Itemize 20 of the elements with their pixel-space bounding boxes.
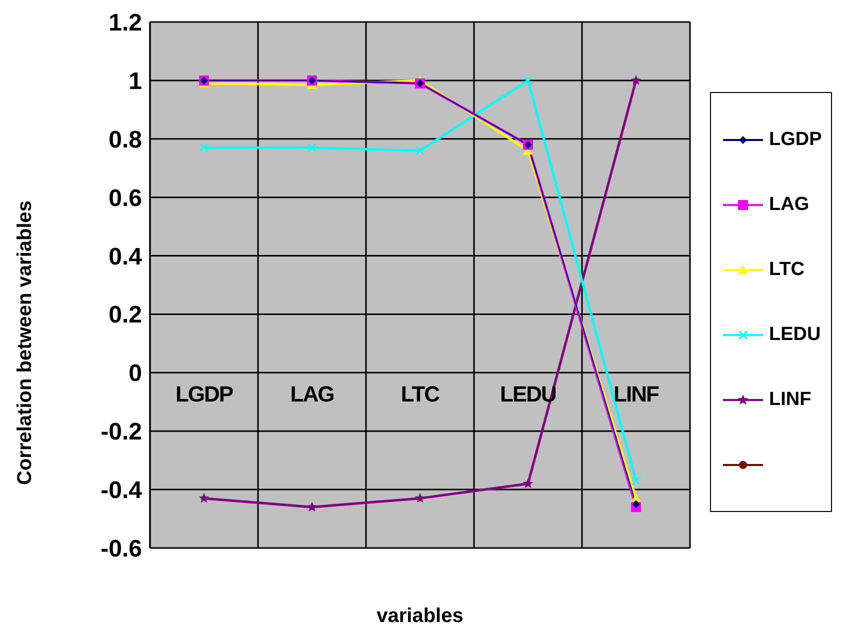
y-axis-title: Correlation between variables [14, 200, 36, 485]
legend-label: LGDP [769, 128, 823, 150]
x-tick-label: LTC [400, 382, 440, 407]
y-tick-label: 1 [128, 68, 142, 95]
x-tick-label: LINF [614, 382, 659, 407]
legend-label: LEDU [769, 324, 822, 346]
y-tick-label: 1.2 [108, 10, 142, 37]
y-tick-label: 0.6 [108, 184, 142, 212]
x-tick-label: LGDP [175, 382, 233, 407]
y-tick-label: -0.2 [100, 418, 142, 446]
y-tick-label: 0 [128, 360, 142, 388]
legend-label: LAG [769, 194, 810, 216]
y-tick-label: 0.2 [108, 302, 142, 329]
y-tick-label: 0.4 [108, 243, 143, 270]
legend-label: LTC [769, 258, 806, 280]
y-tick-label: 0.8 [108, 126, 142, 154]
x-axis-title: variables [376, 605, 464, 627]
y-tick-label: -0.6 [100, 536, 142, 563]
x-tick-label: LAG [290, 382, 334, 407]
y-tick-label: -0.4 [100, 477, 143, 504]
